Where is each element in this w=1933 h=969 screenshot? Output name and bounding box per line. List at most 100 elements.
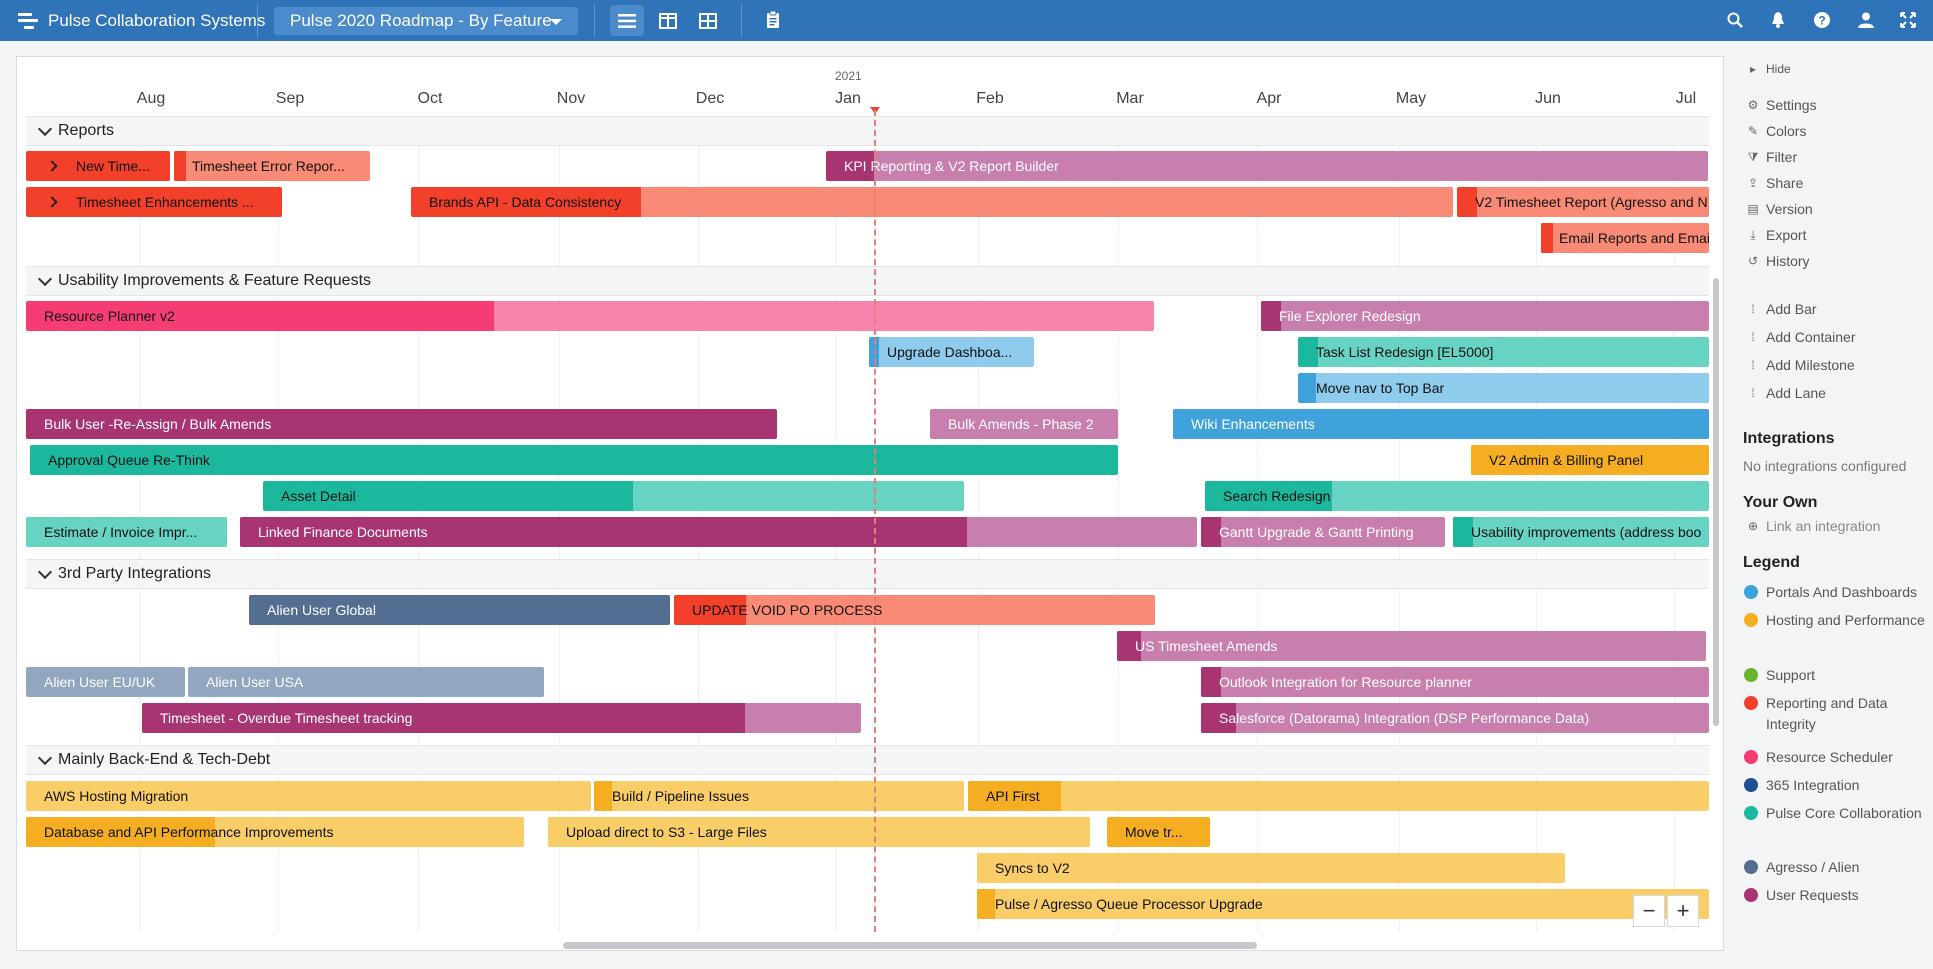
menu-colors[interactable]: ✎ Colors (1744, 120, 1807, 142)
zoom-out-button[interactable]: − (1633, 895, 1665, 927)
roadmap-bar[interactable]: Brands API - Data Consistency (411, 187, 1453, 217)
roadmap-bar[interactable]: Email Reports and Emai (1541, 223, 1709, 253)
menu-history[interactable]: ↺ History (1744, 250, 1810, 272)
legend-color-swatch (1744, 696, 1758, 710)
brand[interactable]: Pulse Collaboration Systems (18, 0, 265, 41)
lane-header[interactable]: Mainly Back-End & Tech-Debt (26, 745, 1709, 775)
roadmap-bar[interactable]: Asset Detail (263, 481, 964, 511)
roadmap-bar[interactable]: Alien User EU/UK (26, 667, 185, 697)
roadmap-bar[interactable]: Pulse / Agresso Queue Processor Upgrade (977, 889, 1709, 919)
roadmap-bar[interactable]: Linked Finance Documents (240, 517, 1197, 547)
roadmap-select-value: Pulse 2020 Roadmap - By Feature (290, 11, 552, 30)
filter-icon: ⧩ (1747, 149, 1759, 164)
bar-label: Move tr... (1125, 824, 1183, 840)
lane-title: 3rd Party Integrations (58, 565, 211, 582)
divider (257, 4, 258, 37)
search-icon (1727, 12, 1743, 28)
menu-export-label: Export (1766, 227, 1807, 243)
roadmap-bar[interactable]: Move tr... (1107, 817, 1210, 847)
bar-label: Timesheet Error Repor... (192, 158, 345, 174)
menu-export[interactable]: ⤓ Export (1744, 224, 1806, 246)
roadmap-bar[interactable]: Syncs to V2 (977, 853, 1565, 883)
legend-label: Portals And Dashboards (1766, 584, 1917, 600)
month-label: Aug (136, 90, 166, 107)
roadmap-bar[interactable]: Alien User USA (188, 667, 544, 697)
roadmap-bar[interactable]: Approval Queue Re-Think (30, 445, 1118, 475)
chevron-down-icon[interactable] (37, 750, 53, 765)
lane-header[interactable]: Reports (26, 116, 1709, 146)
roadmap-bar[interactable]: Build / Pipeline Issues (594, 781, 964, 811)
roadmap-bar[interactable]: Gantt Upgrade & Gantt Printing (1201, 517, 1445, 547)
bar-label: New Time... (76, 158, 150, 174)
roadmap-bar[interactable]: Resource Planner v2 (26, 301, 1154, 331)
zoom-in-button[interactable]: + (1667, 895, 1699, 927)
view-columns-button[interactable] (651, 5, 685, 36)
add-bar[interactable]: ⁞ Add Bar (1744, 298, 1816, 320)
roadmap-bar[interactable]: Salesforce (Datorama) Integration (DSP P… (1201, 703, 1709, 733)
legend-item: Reporting and Data Integrity (1744, 693, 1929, 735)
roadmap-bar[interactable]: US Timesheet Amends (1117, 631, 1706, 661)
roadmap-bar[interactable]: Upgrade Dashboa... (869, 337, 1034, 367)
roadmap-bar[interactable]: V2 Timesheet Report (Agresso and N (1457, 187, 1709, 217)
add-milestone[interactable]: ⁞ Add Milestone (1744, 354, 1854, 376)
add-container[interactable]: ⁞ Add Container (1744, 326, 1855, 348)
user-menu-button[interactable] (1855, 9, 1877, 31)
roadmap-bar[interactable]: Wiki Enhancements (1173, 409, 1709, 439)
chevron-right-icon[interactable] (46, 196, 58, 208)
roadmap-bar[interactable]: Timesheet Error Repor... (174, 151, 370, 181)
bar-progress (1541, 223, 1553, 253)
menu-filter[interactable]: ⧩ Filter (1744, 146, 1797, 168)
help-button[interactable]: ? (1811, 9, 1833, 31)
your-own-title: Your Own (1743, 494, 1818, 511)
notifications-button[interactable] (1767, 9, 1789, 31)
horizontal-scrollbar[interactable] (563, 942, 1257, 949)
roadmap-bar[interactable]: Bulk User -Re-Assign / Bulk Amends (26, 409, 777, 439)
roadmap-bar[interactable]: Upload direct to S3 - Large Files (548, 817, 1090, 847)
lane-header[interactable]: Usability Improvements & Feature Request… (26, 266, 1709, 296)
roadmap-bar[interactable]: API First (968, 781, 1709, 811)
roadmap-bar[interactable]: Database and API Performance Improvement… (26, 817, 524, 847)
hide-panel-button[interactable]: ▸ Hide (1744, 58, 1791, 80)
chevron-down-icon[interactable] (37, 271, 53, 286)
bar-label: Alien User Global (267, 602, 376, 618)
roadmap-bar[interactable]: Usability improvements (address boo (1453, 517, 1709, 547)
roadmap-bar[interactable]: Outlook Integration for Resource planner (1201, 667, 1709, 697)
link-integration-button[interactable]: ⊕ Link an integration (1744, 515, 1880, 537)
legend-label: 365 Integration (1766, 777, 1860, 793)
roadmap-bar[interactable]: File Explorer Redesign (1261, 301, 1709, 331)
roadmap-bar[interactable]: New Time... (26, 151, 170, 181)
roadmap-bar[interactable]: KPI Reporting & V2 Report Builder (826, 151, 1708, 181)
roadmap-bar[interactable]: Timesheet - Overdue Timesheet tracking (142, 703, 861, 733)
roadmap-bar[interactable]: Timesheet Enhancements ... (26, 187, 282, 217)
menu-share[interactable]: ⇪ Share (1744, 172, 1803, 194)
roadmap-bar[interactable]: Search Redesign (1205, 481, 1709, 511)
legend-title: Legend (1743, 554, 1800, 571)
chevron-right-icon[interactable] (46, 160, 58, 172)
menu-settings[interactable]: ⚙ Settings (1744, 94, 1817, 116)
fullscreen-button[interactable] (1897, 9, 1919, 31)
bar-progress (594, 781, 612, 811)
search-button[interactable] (1724, 9, 1746, 31)
view-list-button[interactable] (610, 5, 644, 36)
view-grid-button[interactable] (691, 5, 725, 36)
clipboard-button[interactable] (762, 9, 784, 31)
legend-label: Support (1766, 667, 1816, 683)
lane-header[interactable]: 3rd Party Integrations (26, 559, 1709, 589)
roadmap-select[interactable]: Pulse 2020 Roadmap - By Feature (274, 7, 578, 35)
bar-label: Move nav to Top Bar (1316, 380, 1445, 396)
roadmap-bar[interactable]: Task List Redesign [EL5000] (1298, 337, 1709, 367)
roadmap-bar[interactable]: Alien User Global (249, 595, 670, 625)
add-lane[interactable]: ⁞ Add Lane (1744, 382, 1826, 404)
roadmap-bar[interactable]: Move nav to Top Bar (1298, 373, 1709, 403)
chevron-down-icon[interactable] (37, 564, 53, 579)
roadmap-bar[interactable]: Estimate / Invoice Impr... (26, 517, 227, 547)
roadmap-bar[interactable]: Bulk Amends - Phase 2 (930, 409, 1118, 439)
chevron-down-icon[interactable] (37, 121, 53, 136)
vertical-scrollbar[interactable] (1713, 278, 1719, 726)
caret-right-icon: ▸ (1749, 62, 1757, 76)
roadmap-bar[interactable]: UPDATE VOID PO PROCESS (674, 595, 1155, 625)
menu-version[interactable]: ▤ Version (1744, 198, 1812, 220)
roadmap-bar[interactable]: AWS Hosting Migration (26, 781, 591, 811)
bar-progress (1298, 373, 1316, 403)
roadmap-bar[interactable]: V2 Admin & Billing Panel (1471, 445, 1709, 475)
